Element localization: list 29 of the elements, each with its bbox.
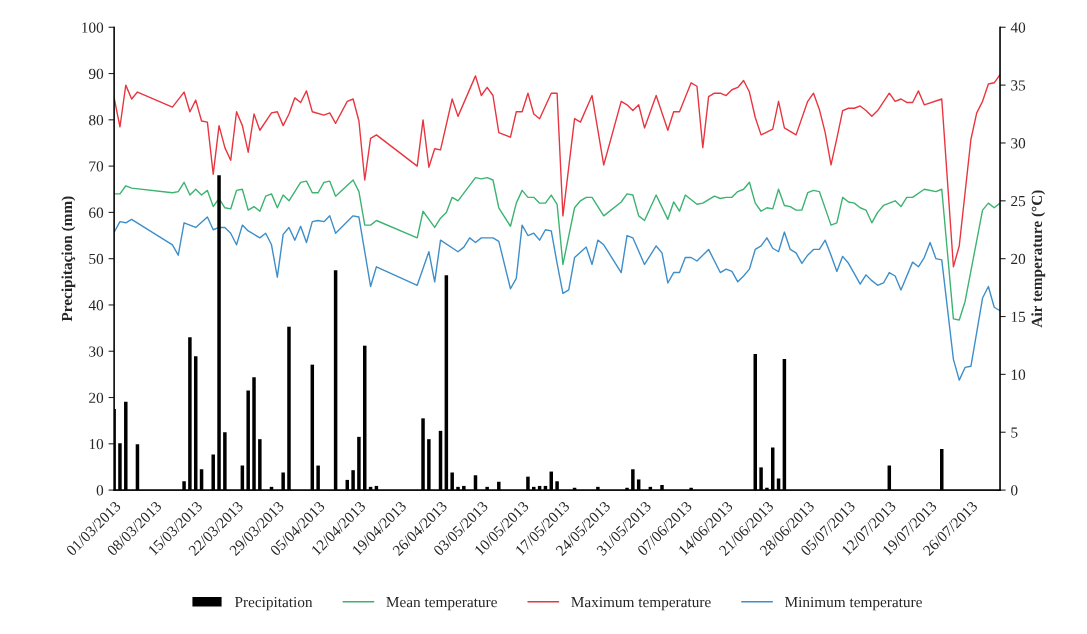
y2-tick-label: 0 bbox=[1011, 485, 1018, 496]
y2-tick-label: 25 bbox=[1011, 196, 1026, 207]
legend-label: Minimum temperature bbox=[785, 596, 922, 611]
y-tick-label: 60 bbox=[89, 207, 104, 218]
line-series bbox=[114, 215, 1001, 381]
y2-axis-title: Air temperature (°C) bbox=[1031, 190, 1046, 328]
line-series bbox=[114, 74, 1001, 268]
y-tick-label: 80 bbox=[89, 114, 104, 126]
y-tick-label: 10 bbox=[89, 438, 104, 450]
legend-label: Maximum temperature bbox=[571, 596, 711, 611]
y-tick-label: 0 bbox=[96, 485, 104, 496]
y2-tick-label: 10 bbox=[1011, 369, 1026, 380]
y2-tick-label: 20 bbox=[1011, 253, 1026, 265]
y2-tick-label: 30 bbox=[1011, 138, 1026, 149]
legend-label: Mean temperature bbox=[386, 597, 497, 611]
y2-tick-label: 35 bbox=[1011, 80, 1026, 91]
y-tick-label: 50 bbox=[89, 253, 104, 265]
y-tick-label: 90 bbox=[88, 68, 104, 79]
y-tick-label: 30 bbox=[89, 346, 104, 357]
y-axis-title: Precipitaçion (mm) bbox=[61, 196, 76, 322]
y-tick-label: 70 bbox=[89, 161, 104, 172]
y2-tick-label: 15 bbox=[1011, 311, 1026, 322]
legend-label: Precipitation bbox=[234, 596, 313, 611]
y-tick-label: 100 bbox=[82, 22, 104, 33]
y2-tick-label: 40 bbox=[1010, 22, 1026, 33]
line-series bbox=[114, 176, 1001, 321]
y2-tick-label: 5 bbox=[1011, 427, 1018, 438]
y-tick-label: 40 bbox=[88, 300, 104, 311]
y-tick-label: 20 bbox=[89, 392, 104, 403]
